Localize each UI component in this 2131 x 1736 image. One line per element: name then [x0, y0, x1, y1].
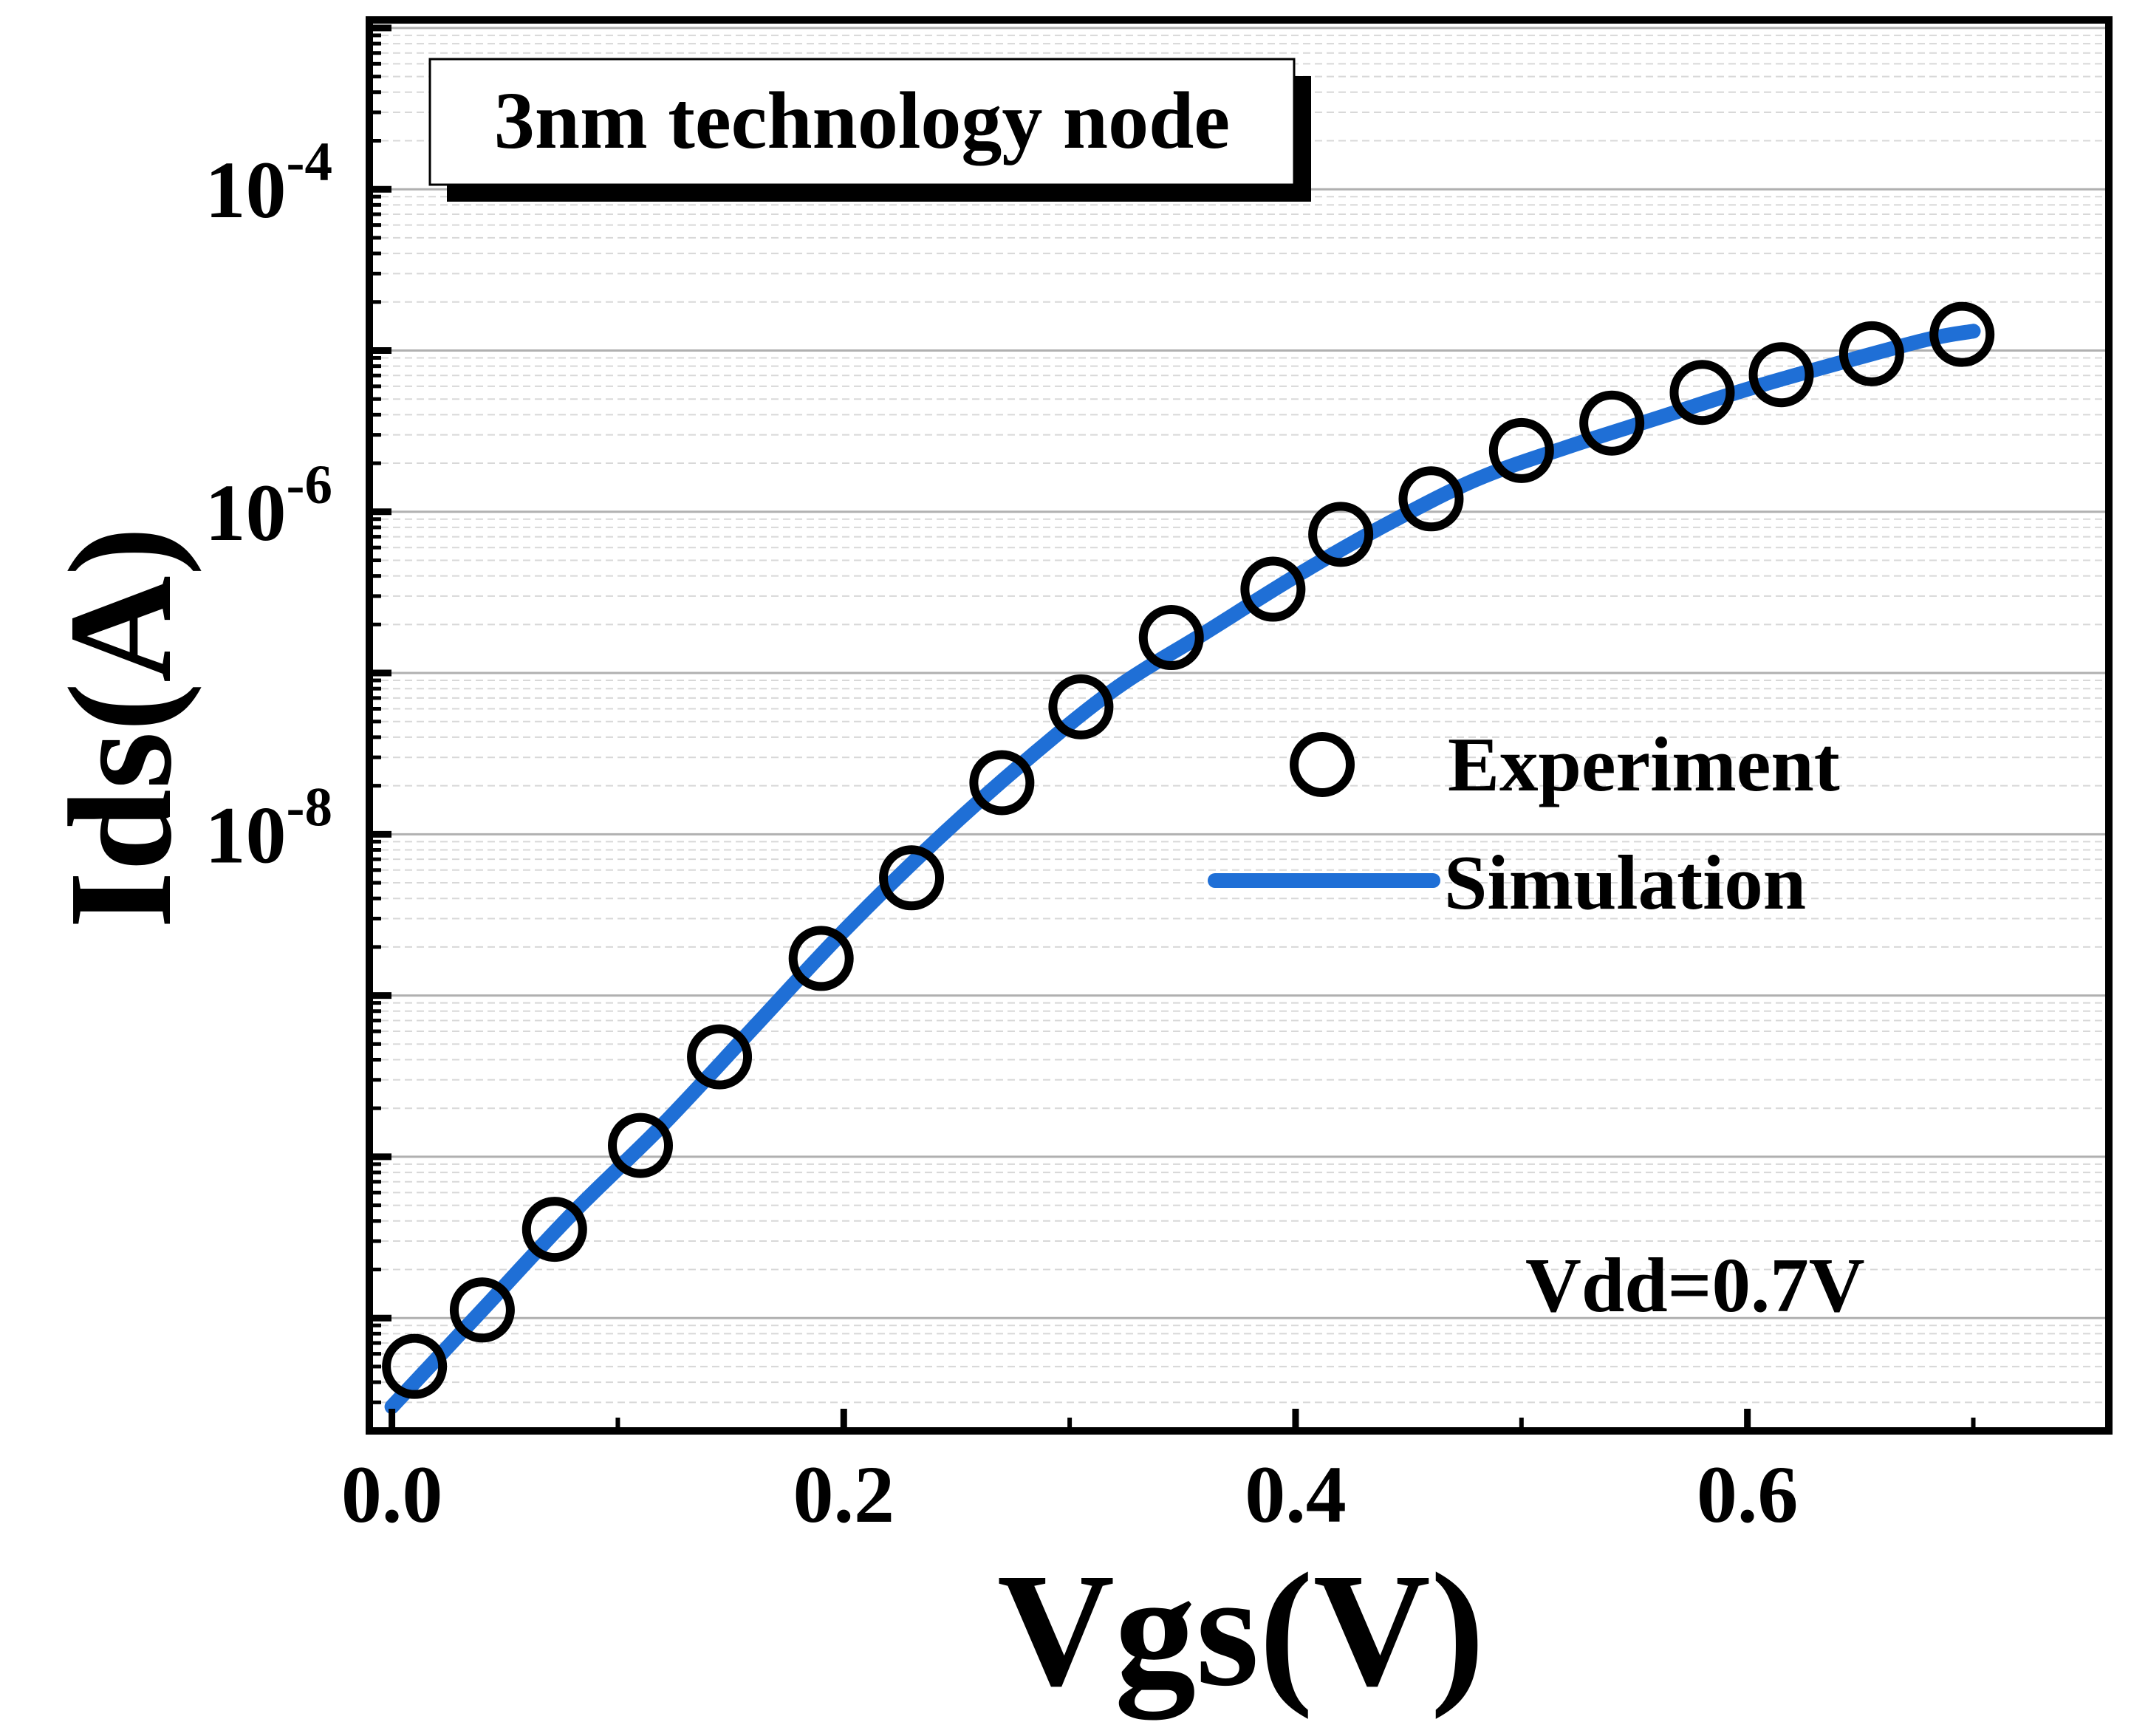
simulation-line — [384, 324, 1981, 1415]
legend-label-simulation: Simulation — [1444, 839, 1806, 926]
vdd-annotation: Vdd=0.7V — [1525, 1242, 1865, 1328]
experiment-point — [788, 926, 854, 991]
experiment-point — [1669, 360, 1735, 426]
y-tick-label: 10-4 — [205, 131, 332, 235]
experiment-point — [1138, 605, 1204, 671]
y-tick-label: 10-6 — [205, 454, 332, 558]
experiment-point — [1579, 390, 1645, 456]
experiment-point — [382, 1333, 448, 1399]
grid-layer — [369, 27, 2109, 1432]
experiment-point — [608, 1113, 674, 1178]
y-axis-title: Ids(A) — [39, 527, 202, 929]
chart-title: 3nm technology node — [494, 75, 1230, 165]
title-box-frame — [428, 58, 1296, 186]
x-tick-label: 0.6 — [1697, 1449, 1799, 1539]
data-layer — [382, 301, 1995, 1415]
experiment-point — [1748, 342, 1814, 408]
experiment-point — [1488, 417, 1554, 483]
x-tick-label: 0.4 — [1245, 1449, 1347, 1539]
legend: Experiment Simulation — [1208, 721, 1840, 926]
x-tick-label: 0.0 — [341, 1449, 443, 1539]
experiment-point — [521, 1197, 587, 1262]
experiment-point — [1048, 674, 1114, 739]
tick-layer: 10-4 10-6 10-8 0.0 0.2 0.4 0.6 — [205, 24, 1976, 1539]
experiment-point — [879, 845, 945, 911]
y-tick-label: 10-8 — [205, 776, 332, 880]
experiment-point — [449, 1277, 515, 1343]
experiment-point — [969, 750, 1035, 816]
experiment-point — [1929, 301, 1995, 367]
legend-label-experiment: Experiment — [1448, 721, 1840, 807]
experiment-point — [1240, 556, 1306, 622]
title-box: 3nm technology node — [428, 58, 1311, 202]
legend-marker-experiment — [1290, 732, 1355, 797]
experiment-point — [1838, 321, 1904, 386]
experiment-point — [1398, 466, 1464, 532]
x-tick-label: 0.2 — [793, 1449, 895, 1539]
experiment-point — [1308, 502, 1374, 567]
experiment-point — [687, 1024, 753, 1090]
x-axis-title: Vgs(V) — [997, 1539, 1485, 1720]
plot-frame — [366, 16, 2113, 1435]
